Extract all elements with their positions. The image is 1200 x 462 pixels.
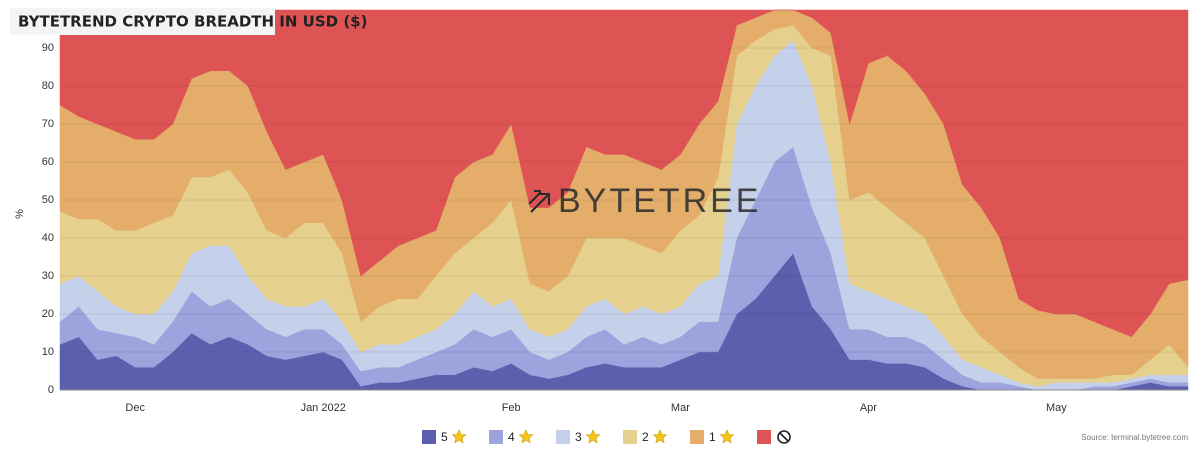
x-tick-label: Feb — [502, 402, 521, 414]
x-tick-label: Jan 2022 — [301, 402, 346, 414]
watermark: BYTETREE — [558, 182, 761, 220]
x-tick-label: Mar — [671, 402, 690, 414]
x-tick-label: Dec — [125, 402, 145, 414]
y-tick-label: 0 — [48, 384, 54, 396]
legend-label: 3 — [575, 430, 582, 444]
legend-label: 4 — [508, 430, 515, 444]
area — [59, 9, 1189, 338]
title-box — [10, 8, 275, 35]
y-tick-label: 40 — [42, 232, 54, 244]
legend-swatch — [556, 430, 570, 444]
legend-star — [652, 429, 668, 444]
y-tick-label: 50 — [42, 194, 54, 206]
legend-swatch — [690, 430, 704, 444]
y-tick-label: 70 — [42, 118, 54, 130]
y-tick-label: 90 — [42, 42, 54, 54]
y-tick-label: 80 — [42, 80, 54, 92]
legend-star — [585, 429, 601, 444]
watermark-icon — [528, 190, 550, 213]
source: Source: terminal.bytetree.com — [1081, 433, 1188, 442]
legend-star — [719, 429, 735, 444]
legend-no-icon — [777, 430, 791, 444]
y-tick-label: 20 — [42, 308, 54, 320]
x-tick-label: May — [1046, 402, 1067, 414]
legend-star — [518, 429, 534, 444]
legend-label: 5 — [441, 430, 448, 444]
y-tick-label: 30 — [42, 270, 54, 282]
legend-swatch — [422, 430, 436, 444]
legend: 5 4 3 2 1 — [422, 429, 791, 444]
y-axis-label: % — [14, 209, 26, 219]
grid — [60, 47, 1188, 391]
legend-label: 2 — [642, 430, 649, 444]
legend-swatch — [623, 430, 637, 444]
chart-title: BYTETREND CRYPTO BREADTH IN USD ($) — [18, 13, 367, 31]
y-tick-label: 10 — [42, 346, 54, 358]
y-tick-label: 60 — [42, 156, 54, 168]
x-tick-label: Apr — [860, 402, 877, 414]
legend-swatch — [757, 430, 771, 444]
legend-star — [451, 429, 467, 444]
legend-swatch — [489, 430, 503, 444]
plot-areas — [59, 9, 1189, 391]
legend-label: 1 — [709, 430, 716, 444]
legend-no-icon — [779, 432, 789, 442]
